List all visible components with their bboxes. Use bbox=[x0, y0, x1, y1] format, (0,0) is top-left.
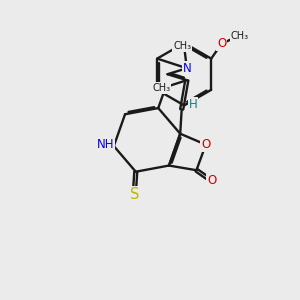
Text: CH₃: CH₃ bbox=[230, 31, 248, 41]
Text: CH₃: CH₃ bbox=[173, 41, 191, 51]
Text: S: S bbox=[130, 187, 139, 202]
Text: H: H bbox=[189, 98, 197, 110]
Text: NH: NH bbox=[97, 138, 114, 151]
Text: O: O bbox=[201, 138, 210, 151]
Text: O: O bbox=[217, 37, 226, 50]
Text: CH₃: CH₃ bbox=[152, 83, 171, 93]
Text: N: N bbox=[182, 62, 191, 75]
Text: O: O bbox=[207, 175, 216, 188]
